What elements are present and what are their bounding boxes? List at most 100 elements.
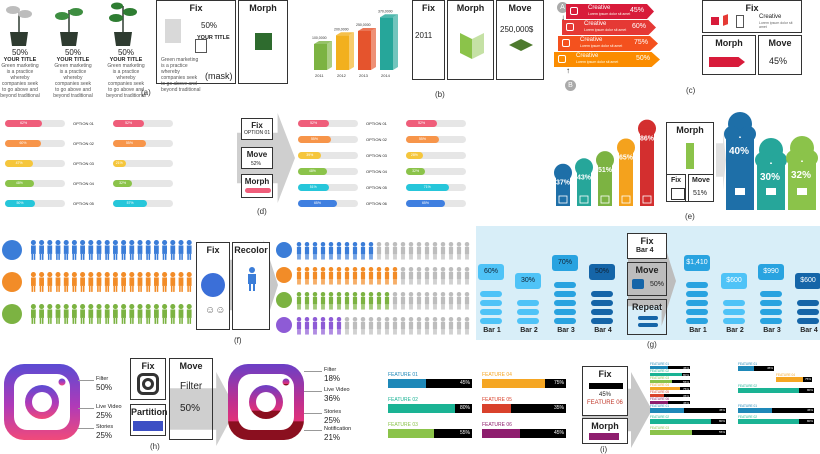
row-title: Creative xyxy=(580,37,603,43)
recolor-box: Recolor xyxy=(232,242,270,330)
person-icon xyxy=(392,267,398,285)
bubble-value: 70% xyxy=(557,259,572,266)
bar-fill: 50% xyxy=(5,200,35,207)
move-box: Move 50% xyxy=(627,262,667,296)
feature-track xyxy=(482,404,566,413)
red-shape-icon xyxy=(723,14,728,26)
bar-label: Bar 1 xyxy=(483,327,501,334)
feature-track xyxy=(650,365,690,369)
person-icon xyxy=(121,304,127,324)
tree-pct: 30% xyxy=(760,172,780,183)
fix-pct: 45% xyxy=(599,392,612,398)
morph-box: Morph xyxy=(447,0,494,80)
person-icon xyxy=(448,317,454,335)
pill-segment xyxy=(517,318,539,324)
pill-segment xyxy=(723,318,745,324)
person-icon xyxy=(400,267,406,285)
person-icon xyxy=(104,272,110,292)
feature-fill xyxy=(650,400,668,404)
bar-top xyxy=(336,32,354,36)
feature-name: FEATURE 02 xyxy=(650,415,670,419)
person-icon xyxy=(178,240,184,260)
feature-name: FEATURE 03 xyxy=(388,422,418,428)
morph-box: Morph xyxy=(238,0,288,84)
morph-title: Morph xyxy=(676,125,704,135)
row-sub: Lorem ipsum dolor sit amet xyxy=(576,60,619,64)
pill-segment xyxy=(591,291,613,297)
person-icon xyxy=(88,304,94,324)
option-label: OPTION 06 xyxy=(366,201,387,206)
pill-segment xyxy=(554,300,576,306)
person-icon xyxy=(416,267,422,285)
bar-value: 55% xyxy=(310,137,318,141)
feature-fill xyxy=(738,418,799,424)
move-box: Move 250,000$ xyxy=(496,0,544,80)
person-icon xyxy=(424,242,430,260)
option-label: OPTION 01 xyxy=(366,121,387,126)
legend-pct: 36% xyxy=(324,394,341,403)
person-icon xyxy=(400,317,406,335)
person-icon xyxy=(360,317,366,335)
feature-name: FEATURE 01 xyxy=(650,404,670,408)
morph-box: Morph xyxy=(702,35,756,75)
marker-b: B xyxy=(565,80,576,91)
person-icon xyxy=(408,292,414,310)
feature-name: FEATURE 03 xyxy=(650,426,670,430)
person-icon xyxy=(400,242,406,260)
person-icon xyxy=(39,240,45,260)
row-pct: 60% xyxy=(631,23,646,30)
person-icon xyxy=(432,292,438,310)
move-title: Move xyxy=(768,38,792,48)
bar-year-label: 2014 xyxy=(381,73,391,78)
ribbon-row: Creative Lorem ipsum dolor sit amet 60% xyxy=(562,20,656,35)
tree-pct: 40% xyxy=(729,146,749,157)
pill-segment xyxy=(686,309,708,315)
feature-fill xyxy=(776,376,803,382)
person-icon xyxy=(71,240,77,260)
bar-value: 65% xyxy=(313,201,321,205)
bubble-value: $990 xyxy=(763,268,779,275)
people-rows-left xyxy=(2,240,192,324)
row-icon xyxy=(558,55,566,63)
person-icon xyxy=(416,242,422,260)
bar-side xyxy=(393,14,398,71)
feature-fill xyxy=(650,386,680,390)
bar xyxy=(358,30,371,70)
fix-title: Fix xyxy=(141,361,155,371)
plant-pct: 50% xyxy=(11,48,28,57)
person-icon xyxy=(320,292,326,310)
fix-text: Creative xyxy=(759,14,782,20)
pill-icon xyxy=(638,323,658,327)
feature-name: FEATURE 04 xyxy=(776,373,796,377)
fix-box: Fix xyxy=(666,174,686,202)
person-icon xyxy=(344,242,350,260)
option-label: OPTION 05 xyxy=(366,185,387,190)
option-label: OPTION 02 xyxy=(366,137,387,142)
bar-value: 50% xyxy=(16,201,24,205)
fix-option: OPTION 01 xyxy=(244,130,271,136)
people-group-icon: ☺☺ xyxy=(205,305,226,316)
pill-segment xyxy=(686,300,708,306)
person-icon xyxy=(304,292,310,310)
panel-label-c: (c) xyxy=(686,86,696,95)
bar-fill: 48% xyxy=(298,168,327,175)
person-icon xyxy=(178,272,184,292)
panel-label-i: (i) xyxy=(600,445,608,454)
person-icon xyxy=(112,272,118,292)
bar-fill: 39% xyxy=(298,152,322,159)
legend-name: Live Video xyxy=(96,404,122,410)
person-icon xyxy=(186,240,192,260)
bar-label: Bar 4 xyxy=(800,327,818,334)
bar-fill: 65% xyxy=(298,200,337,207)
person-icon xyxy=(440,242,446,260)
bar-value: 32% xyxy=(412,169,420,173)
bar xyxy=(380,17,393,70)
transport-badge-icon xyxy=(276,292,292,308)
bar-fill: 57% xyxy=(113,200,148,207)
morph-title: Morph xyxy=(715,38,743,48)
value-bubble: $1,410 xyxy=(684,255,710,271)
person-icon xyxy=(80,272,86,292)
bar-value-label: 370,0000 xyxy=(378,9,393,13)
person-icon xyxy=(104,304,110,324)
feature-value: 45% xyxy=(553,430,564,436)
